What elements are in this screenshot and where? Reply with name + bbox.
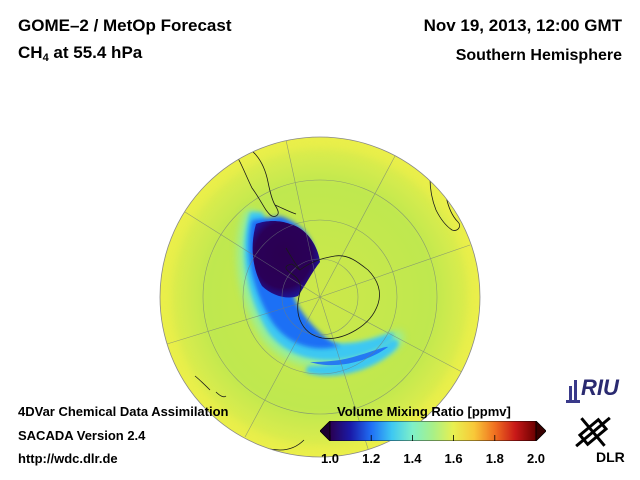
field-layer bbox=[160, 137, 480, 457]
colorbar-tick-label: 1.2 bbox=[362, 451, 381, 466]
species-subscript: 4 bbox=[42, 52, 49, 64]
colorbar-high-arrow bbox=[535, 421, 546, 441]
riu-logo: RIU bbox=[566, 375, 620, 403]
colorbar-tick-label: 1.6 bbox=[444, 451, 463, 466]
svg-text:DLR: DLR bbox=[596, 449, 625, 465]
colorbar-low-arrow bbox=[320, 421, 331, 441]
colorbar-ticks bbox=[329, 435, 537, 441]
method-label: 4DVar Chemical Data Assimilation bbox=[18, 404, 229, 419]
dlr-logo: DLR bbox=[575, 416, 625, 465]
colorbar-tick-label: 1.4 bbox=[403, 451, 422, 466]
species-name: CH bbox=[18, 43, 43, 62]
product-title: GOME–2 / MetOp Forecast bbox=[18, 16, 232, 35]
forecast-datetime: Nov 19, 2013, 12:00 GMT bbox=[423, 16, 622, 35]
species-title: CH4 at 55.4 hPa bbox=[18, 43, 142, 64]
graticule bbox=[166, 139, 471, 456]
colorbar bbox=[320, 421, 546, 441]
colorbar-tick-label: 1.8 bbox=[485, 451, 504, 466]
globe-outline bbox=[159, 136, 481, 458]
antarctica-coast bbox=[285, 255, 380, 339]
colorbar-tick-label: 1.0 bbox=[320, 451, 340, 466]
svg-text:RIU: RIU bbox=[581, 375, 620, 400]
colorbar-title: Volume Mixing Ratio [ppmv] bbox=[337, 404, 511, 419]
colorbar-tick-label: 2.0 bbox=[526, 451, 546, 466]
version-label: SACADA Version 2.4 bbox=[18, 428, 146, 443]
south-america-coast bbox=[227, 139, 279, 217]
url-link[interactable]: http://wdc.dlr.de bbox=[18, 451, 118, 466]
low-ch4-region bbox=[252, 221, 320, 298]
pressure-level: at 55.4 hPa bbox=[48, 43, 143, 62]
region-label: Southern Hemisphere bbox=[455, 47, 622, 64]
new-zealand-coast bbox=[194, 375, 211, 391]
colorbar-gradient bbox=[329, 421, 537, 441]
